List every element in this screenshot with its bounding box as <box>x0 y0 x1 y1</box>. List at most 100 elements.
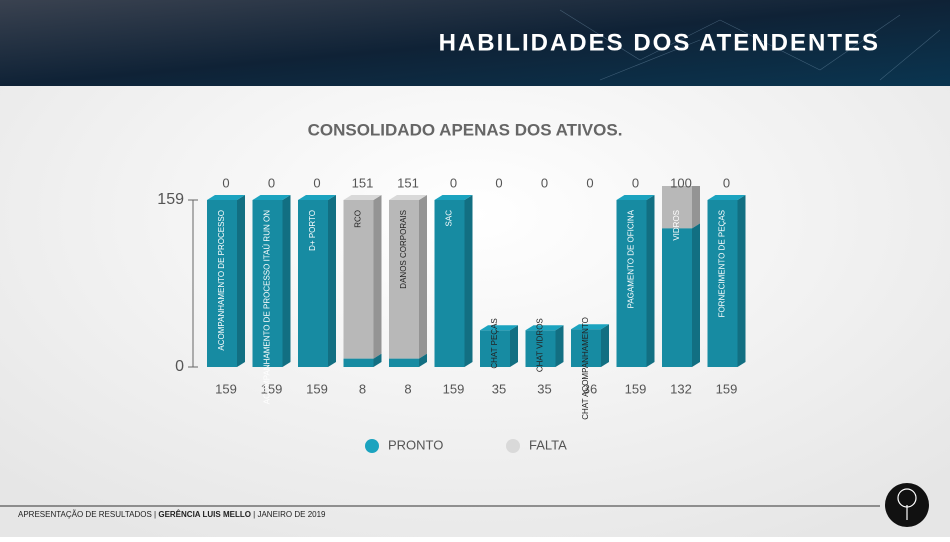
bar-side <box>555 325 564 367</box>
bar-segment <box>207 195 245 367</box>
header-band <box>0 0 950 86</box>
category-label: CHAT VIDROS <box>536 318 545 372</box>
legend-label: PRONTO <box>388 437 443 452</box>
value-label: 35 <box>492 381 506 396</box>
bar-side <box>692 223 700 367</box>
category-label: RCO <box>354 210 363 228</box>
value-label: 8 <box>359 381 366 396</box>
bar-segment <box>525 325 564 367</box>
category-label: SAC <box>445 210 454 227</box>
bar-front <box>434 200 465 367</box>
bar-segment <box>343 195 382 359</box>
bar-side <box>510 325 518 367</box>
y-tick-label: 159 <box>157 191 184 208</box>
value-label: 36 <box>583 381 597 396</box>
bar-segment <box>252 195 291 367</box>
bar-front <box>343 358 374 367</box>
value-label: 159 <box>306 381 328 396</box>
bar-top <box>343 195 382 200</box>
category-label: CHAT ACOMPANHAMENTO <box>581 317 590 420</box>
value-label: 0 <box>723 175 730 190</box>
bar-segment <box>616 195 655 367</box>
bar-side <box>282 195 291 367</box>
bar-side <box>328 195 336 367</box>
bar-segment <box>662 186 700 229</box>
y-tick-label: 0 <box>175 358 184 375</box>
bar-side <box>692 186 700 229</box>
value-label: 100 <box>670 175 692 190</box>
category-label: VIDROS <box>672 210 681 241</box>
bar-front <box>662 186 692 229</box>
value-label: 159 <box>261 381 283 396</box>
value-label: 0 <box>313 175 320 190</box>
category-label: FORNECIMENTO DE PEÇAS <box>718 210 727 317</box>
bar-segment <box>707 195 746 367</box>
value-label: 0 <box>495 175 502 190</box>
footer-text: APRESENTAÇÃO DE RESULTADOS | GERÊNCIA LU… <box>18 510 326 519</box>
bar-side <box>373 353 382 367</box>
bar-top <box>480 325 518 331</box>
bar-front <box>707 200 738 367</box>
bar-top <box>525 325 564 331</box>
legend-swatch <box>365 439 379 453</box>
category-label: D+ PORTO <box>308 210 317 251</box>
bar-top <box>434 195 473 200</box>
bar-side <box>419 353 427 367</box>
chart-title: CONSOLIDADO APENAS DOS ATIVOS. <box>308 120 623 139</box>
bar-side <box>646 195 655 367</box>
bar-segment <box>480 325 518 367</box>
category-label: DANOS CORPORAIS <box>399 210 408 289</box>
footer-right: | JANEIRO DE 2019 <box>253 510 326 519</box>
bar-side <box>601 324 609 367</box>
value-label: 159 <box>215 381 237 396</box>
bar-front <box>252 200 283 367</box>
value-label: 159 <box>716 381 738 396</box>
bar-front <box>662 228 692 367</box>
value-label: 8 <box>404 381 411 396</box>
bar-front <box>389 200 419 359</box>
bar-top <box>207 195 245 200</box>
value-label: 151 <box>352 175 374 190</box>
value-label: 0 <box>541 175 548 190</box>
value-label: 159 <box>625 381 647 396</box>
bar-front <box>207 200 237 367</box>
bar-side <box>464 195 473 367</box>
bar-top <box>389 195 427 200</box>
value-label: 0 <box>450 175 457 190</box>
bar-front <box>525 330 556 367</box>
bar-segment <box>389 195 427 359</box>
bar-top <box>707 195 746 200</box>
header-title: HABILIDADES DOS ATENDENTES <box>439 29 880 56</box>
footer-left: APRESENTAÇÃO DE RESULTADOS | <box>18 510 156 519</box>
category-label: PAGAMENTO DE OFICINA <box>627 209 636 308</box>
value-label: 151 <box>397 175 419 190</box>
plot <box>207 186 746 367</box>
logo-tree <box>897 488 917 520</box>
bar-segment <box>571 324 609 367</box>
bar-top <box>298 195 336 200</box>
value-label: 0 <box>222 175 229 190</box>
network-decor <box>559 9 941 81</box>
bar-segment <box>662 223 700 367</box>
legend-swatch <box>506 439 520 453</box>
bar-side <box>237 195 245 367</box>
bar-top <box>252 195 291 200</box>
footer-bold: GERÊNCIA LUIS MELLO <box>158 510 251 519</box>
value-label: 132 <box>670 381 692 396</box>
bar-segment <box>434 195 473 367</box>
bar-top <box>571 324 609 330</box>
value-label: 35 <box>537 381 551 396</box>
bar-segment <box>298 195 336 367</box>
value-label: 159 <box>443 381 465 396</box>
value-label: 0 <box>632 175 639 190</box>
category-label: ACOMPANHAMENTO DE PROCESSO ITAÚ RUN ON <box>263 210 272 404</box>
bar-side <box>373 195 382 359</box>
bar-front <box>571 329 601 367</box>
bar-front <box>480 330 510 367</box>
bar-front <box>389 358 419 367</box>
category-label: CHAT PEÇAS <box>490 318 499 368</box>
value-label: 0 <box>268 175 275 190</box>
bar-side <box>419 195 427 359</box>
